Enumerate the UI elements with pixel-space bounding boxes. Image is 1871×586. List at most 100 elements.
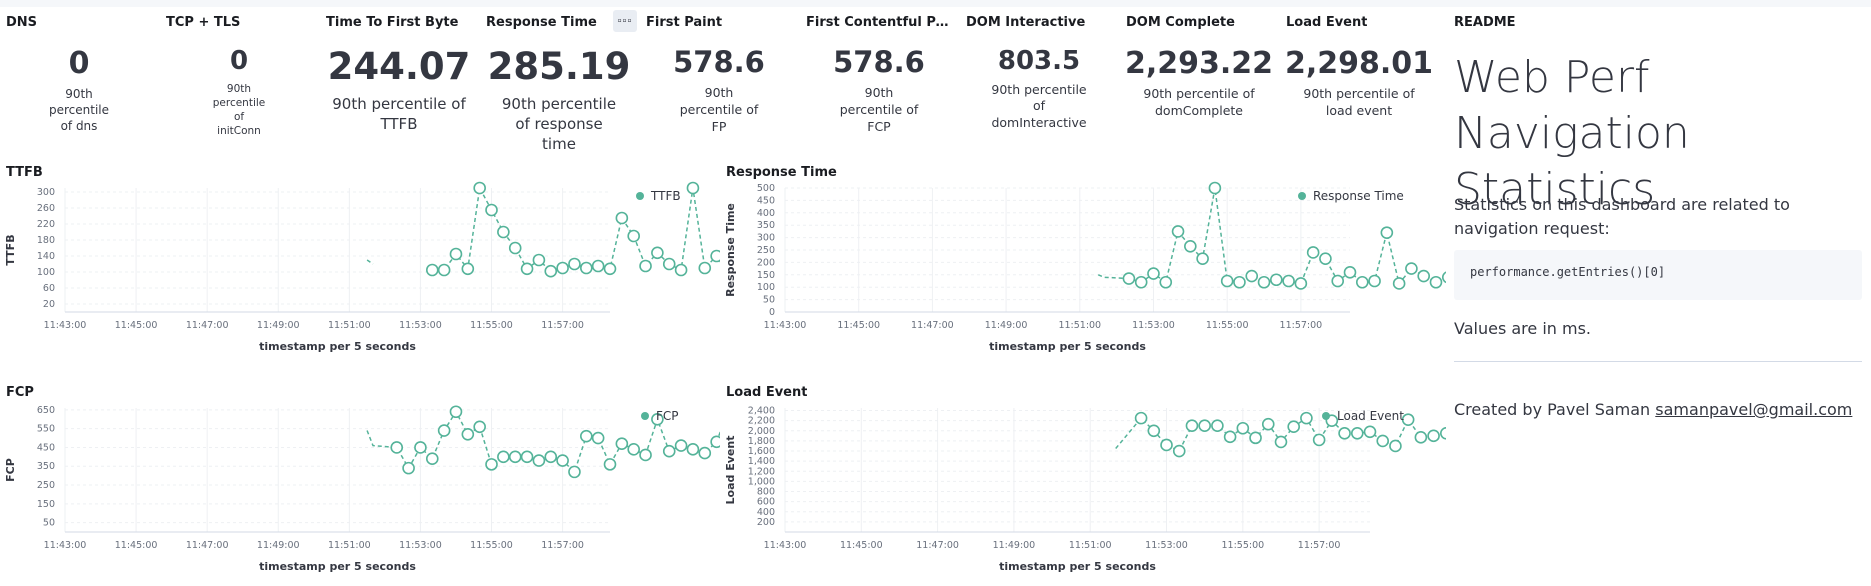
x-tick-label: 11:51:00 [1058,320,1101,331]
x-tick-label: 11:51:00 [328,540,371,551]
data-point [1376,434,1390,448]
metric-value: 2,293.22 [1124,46,1274,81]
data-point [603,458,617,471]
x-tick-label: 11:43:00 [764,540,807,551]
fcp-line-chart[interactable]: 50 150 250 350 450 550 650 11:43:00 11:45:00 11:4… [0,370,720,586]
data-point [1389,439,1402,453]
legend-swatch [641,412,649,420]
metric-panel: Load Event 2,298.01 90th percentile of loa… [1280,7,1440,150]
y-axis-title: TTFB [4,234,17,265]
data-point [639,259,652,273]
data-point [1300,411,1313,425]
x-tick-label: 11:49:00 [993,540,1036,551]
x-tick-label: 11:55:00 [1206,320,1249,331]
x-tick-label: 11:49:00 [985,320,1028,331]
data-point [1287,420,1300,434]
data-point [1160,438,1173,452]
data-point [449,405,463,419]
data-point [1134,411,1148,425]
data-point [639,448,652,462]
ttfb-line-chart[interactable]: 20 60 100 140 180 220 260 300 11:43:00 11:45:00 11… [0,150,720,360]
metric: 2,293.22 90th percentile of domComplete [1120,47,1278,120]
x-tick-label: 11:53:00 [1145,540,1188,551]
data-point [520,450,534,464]
y-tick-label: 1,800 [748,436,775,447]
y-tick-label: 600 [757,497,775,508]
data-point [1185,419,1199,433]
metric-panel: Time To First Byte 244.07 90th percentile … [320,7,480,150]
data-point [568,257,581,271]
data-point [1249,431,1262,445]
data-point [1331,274,1345,288]
y-tick-label: 1,000 [748,476,775,487]
response-time-chart-panel: Response Time 0 50 100 150 200 250 300 350 400 45… [720,150,1446,355]
data-point [1172,444,1186,458]
ellipsis-icon: ▫▫▫ [617,15,633,27]
legend-entry: Load Event [1337,409,1404,423]
data-point [473,420,486,434]
data-point [1319,252,1332,265]
data-point [627,229,640,243]
metric-value: 0 [68,46,90,81]
panel-options-button[interactable]: ▫▫▫ [613,10,637,32]
data-point [1350,427,1364,440]
data-point [1429,275,1443,289]
metric-panel: DOM Complete 2,293.22 90th percentile of d… [1120,7,1280,150]
y-tick-label: 150 [37,499,55,510]
data-point [1368,274,1381,288]
y-tick-label: 2,000 [748,426,775,437]
data-point [1312,433,1326,447]
y-tick-label: 350 [757,220,775,231]
x-tick-label: 11:49:00 [257,320,300,331]
load-event-chart-panel: Load Event 200 400 600 800 1,000 1,200 1,400 1,… [720,370,1446,586]
load-event-line-chart[interactable]: 2004006008001,0001,2001,4001,6001,8002,0… [720,370,1446,586]
y-tick-label: 0 [769,307,775,318]
y-tick-label: 300 [37,187,55,198]
data-point [1405,262,1418,275]
x-tick-label: 11:51:00 [1069,540,1112,551]
metric: 244.07 90th percentile of TTFB [320,46,478,134]
y-tick-label: 400 [757,208,775,219]
y-tick-label: 450 [757,195,775,206]
data-point [1274,435,1288,449]
metric-label: 90th percentile of FP [679,84,759,134]
data-point [473,181,486,195]
email-link[interactable]: samanpavel@gmail.com [1655,400,1853,419]
data-point [461,262,475,276]
x-tick-label: 11:53:00 [1132,320,1175,331]
data-point [1198,419,1211,433]
data-point [1208,181,1222,195]
y-tick-label: 2,400 [748,406,775,417]
data-point [615,437,629,450]
data-point [1343,266,1357,279]
metric: 0 90th percentile of dns [0,47,158,135]
data-point [710,249,720,263]
x-tick-label: 11:55:00 [1221,540,1264,551]
data-point [497,225,510,239]
data-point [651,412,664,426]
readme-credit: Created by Pavel Saman samanpavel@gmail.… [1454,398,1854,422]
y-tick-label: 300 [757,233,775,244]
metric-value: 0 [229,46,249,76]
metric-value: 285.19 [487,45,631,88]
x-tick-label: 11:47:00 [186,320,229,331]
metric: 2,298.01 90th percentile of load event [1280,47,1438,120]
y-tick-label: 250 [37,480,55,491]
metric-label: 90th percentile of initConn [212,82,266,138]
data-point [674,263,688,277]
y-tick-label: 550 [37,424,55,435]
data-point [1134,275,1148,289]
data-point [425,263,439,277]
data-point [674,439,688,452]
y-tick-label: 200 [757,517,775,528]
y-tick-label: 650 [37,405,55,416]
metric: 578.6 90th percentile of FP [640,46,798,136]
y-tick-label: 500 [757,183,775,194]
y-tick-label: 150 [757,270,775,281]
x-tick-label: 11:51:00 [328,320,371,331]
panel-title: README [1454,15,1516,30]
data-point [1380,226,1394,239]
credit-text: Created by Pavel Saman [1454,400,1656,419]
metric-value: 578.6 [833,45,925,79]
